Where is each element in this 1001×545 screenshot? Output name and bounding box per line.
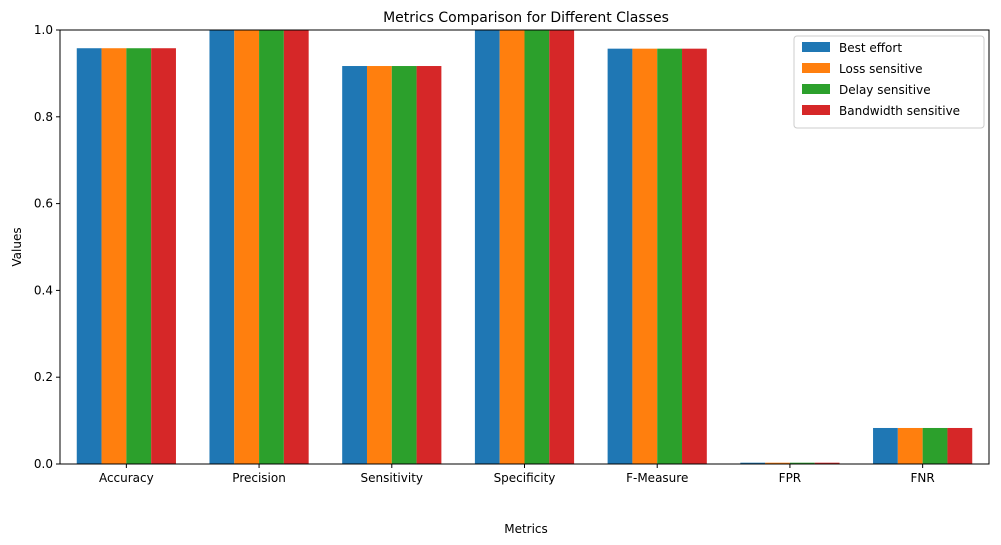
bar-fnr-bandwidth-sensitive xyxy=(947,427,973,464)
bar-accuracy-bandwidth-sensitive xyxy=(151,48,176,465)
bar-fpr-best-effort xyxy=(740,462,766,464)
x-tick-label: Specificity xyxy=(494,471,556,485)
legend-label: Best effort xyxy=(839,41,902,55)
x-tick-label: FNR xyxy=(911,471,935,485)
legend-swatch xyxy=(802,42,830,52)
bar-specificity-bandwidth-sensitive xyxy=(549,30,575,464)
bar-f-measure-loss-sensitive xyxy=(632,48,658,465)
bar-fpr-bandwidth-sensitive xyxy=(814,462,840,464)
y-tick-label: 0.8 xyxy=(34,110,53,124)
y-tick-label: 0.6 xyxy=(34,197,53,211)
bar-fpr-loss-sensitive xyxy=(765,462,790,464)
bar-specificity-loss-sensitive xyxy=(499,30,525,464)
bar-specificity-delay-sensitive xyxy=(524,30,550,464)
legend-swatch xyxy=(802,105,830,115)
legend-swatch xyxy=(802,84,830,94)
bar-accuracy-best-effort xyxy=(76,48,102,465)
bar-fnr-best-effort xyxy=(873,427,898,464)
bar-precision-best-effort xyxy=(209,30,235,464)
bar-sensitivity-delay-sensitive xyxy=(391,66,417,464)
chart-title: Metrics Comparison for Different Classes xyxy=(383,10,669,26)
x-tick-label: Accuracy xyxy=(99,471,154,485)
x-axis-label: Metrics xyxy=(504,522,548,536)
y-axis-label: Values xyxy=(10,227,24,266)
x-tick-label: FPR xyxy=(779,471,801,485)
legend: Best effort Loss sensitive Delay sensitive… xyxy=(793,35,985,129)
bar-sensitivity-best-effort xyxy=(342,66,367,464)
x-axis: Accuracy Precision Sensitivity Specificity F… xyxy=(99,464,935,485)
y-axis: 0.0 0.2 0.4 0.6 0.8 1.0 xyxy=(34,23,60,471)
bar-accuracy-delay-sensitive xyxy=(126,48,152,465)
legend-label: Bandwidth sensitive xyxy=(839,104,960,118)
legend-label: Delay sensitive xyxy=(839,83,931,97)
legend-label: Loss sensitive xyxy=(839,62,922,76)
legend-swatch xyxy=(802,63,830,73)
bar-specificity-best-effort xyxy=(474,30,500,464)
bar-precision-delay-sensitive xyxy=(259,30,284,464)
bar-sensitivity-bandwidth-sensitive xyxy=(416,66,442,464)
legend-box xyxy=(793,35,985,129)
bar-precision-bandwidth-sensitive xyxy=(283,30,309,464)
y-tick-label: 0.4 xyxy=(34,283,53,297)
y-tick-label: 1.0 xyxy=(34,23,53,37)
bar-f-measure-best-effort xyxy=(607,48,633,465)
bar-f-measure-bandwidth-sensitive xyxy=(682,48,707,465)
bars xyxy=(76,30,973,465)
x-tick-label: Sensitivity xyxy=(361,471,423,485)
bar-fnr-loss-sensitive xyxy=(897,427,923,464)
x-tick-label: F-Measure xyxy=(626,471,688,485)
bar-sensitivity-loss-sensitive xyxy=(366,66,392,464)
bar-accuracy-loss-sensitive xyxy=(101,48,127,465)
plot-frame xyxy=(59,29,990,465)
x-tick-label: Precision xyxy=(232,471,286,485)
bar-fpr-delay-sensitive xyxy=(789,462,815,464)
bar-precision-loss-sensitive xyxy=(234,30,260,464)
bar-f-measure-delay-sensitive xyxy=(657,48,683,465)
y-tick-label: 0.0 xyxy=(34,457,53,471)
y-tick-label: 0.2 xyxy=(34,370,53,384)
bar-fnr-delay-sensitive xyxy=(922,427,948,464)
